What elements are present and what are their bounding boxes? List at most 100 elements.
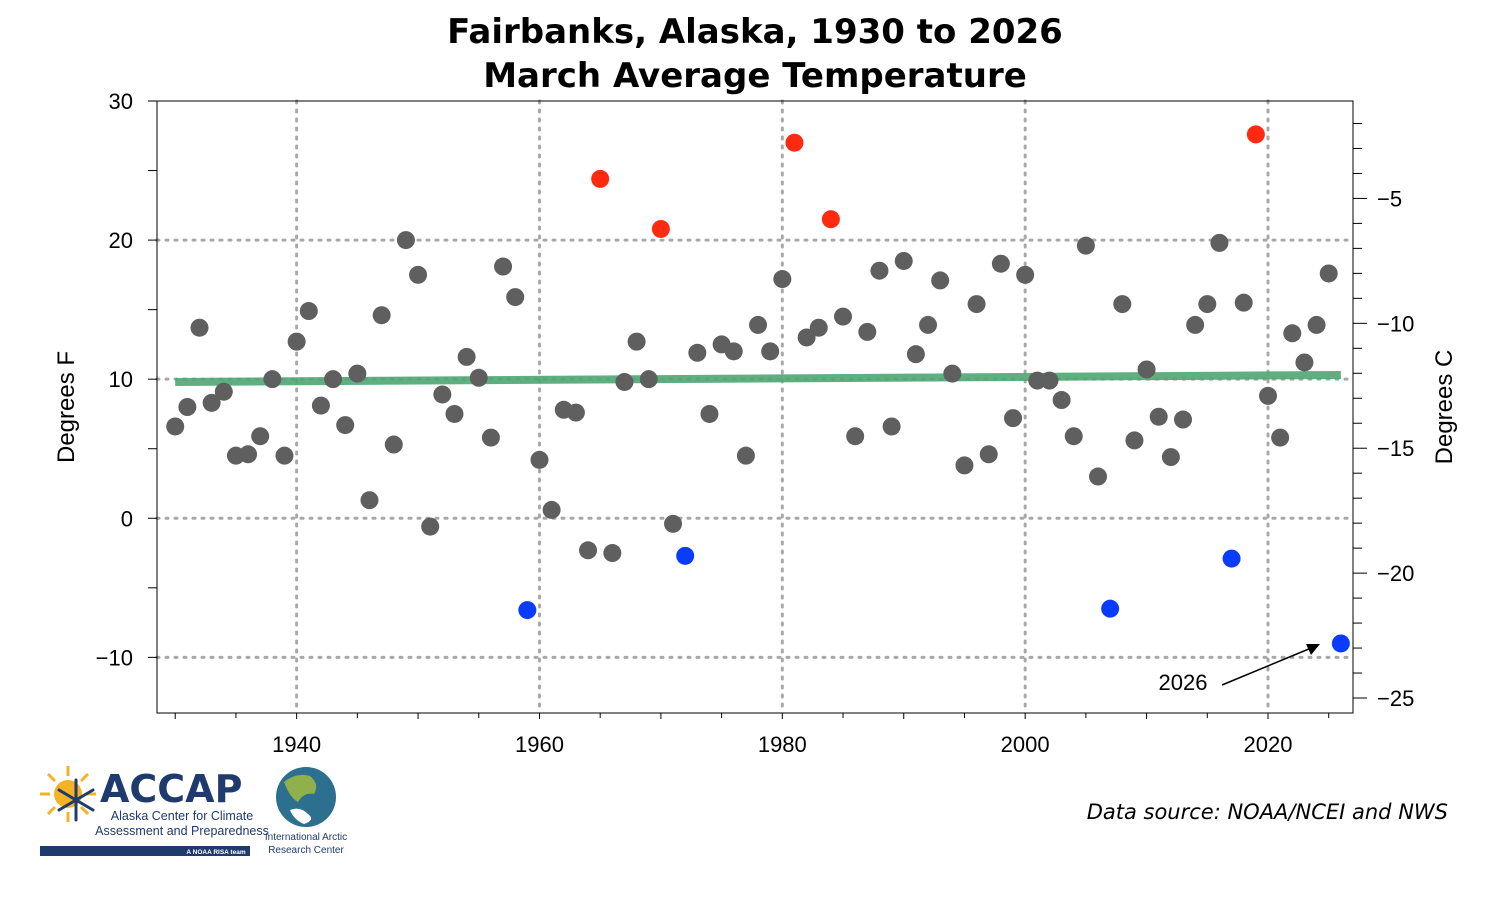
data-point-1972 bbox=[676, 546, 695, 565]
data-point-2016 bbox=[1210, 233, 1229, 252]
accap-tag: A NOAA RISA team bbox=[186, 849, 245, 856]
data-point-2017 bbox=[1222, 549, 1241, 568]
data-point-1973 bbox=[688, 343, 707, 362]
data-point-1968 bbox=[627, 332, 646, 351]
data-point-1997 bbox=[979, 445, 998, 464]
x-tick-label: 1940 bbox=[272, 732, 321, 757]
data-point-1980 bbox=[773, 270, 792, 289]
data-point-1933 bbox=[202, 393, 221, 412]
data-point-1960 bbox=[530, 450, 549, 469]
data-point-1986 bbox=[846, 427, 865, 446]
data-point-1946 bbox=[360, 491, 379, 510]
y2-tick-label: −10 bbox=[1377, 311, 1414, 336]
data-point-1976 bbox=[724, 342, 743, 361]
data-point-1999 bbox=[1004, 409, 1023, 428]
data-point-1990 bbox=[894, 251, 913, 270]
data-point-1950 bbox=[409, 265, 428, 284]
data-point-1955 bbox=[469, 368, 488, 387]
data-point-1956 bbox=[481, 428, 500, 447]
data-point-2015 bbox=[1198, 295, 1217, 314]
data-point-1958 bbox=[506, 288, 525, 307]
data-point-1938 bbox=[263, 370, 282, 389]
data-point-1954 bbox=[457, 347, 476, 366]
y-tick-label: 0 bbox=[121, 506, 133, 531]
y2-tick-label: −20 bbox=[1377, 561, 1414, 586]
y2-axis-label: Degrees C bbox=[1431, 350, 1458, 465]
data-point-1964 bbox=[579, 541, 598, 560]
accap-logo: ACCAP Alaska Center for Climate Assessme… bbox=[40, 766, 347, 856]
data-point-1995 bbox=[955, 456, 974, 475]
data-point-2004 bbox=[1064, 427, 1083, 446]
data-point-1961 bbox=[542, 500, 561, 519]
data-point-1953 bbox=[445, 404, 464, 423]
data-point-1945 bbox=[348, 364, 367, 383]
data-point-1957 bbox=[494, 257, 513, 276]
data-point-1985 bbox=[834, 307, 853, 326]
data-point-2018 bbox=[1234, 293, 1253, 312]
data-point-2011 bbox=[1149, 407, 1168, 426]
iarc-line-2: Research Center bbox=[268, 845, 344, 856]
data-point-1970 bbox=[651, 219, 670, 238]
data-point-1998 bbox=[991, 254, 1010, 273]
x-tick-label: 1960 bbox=[515, 732, 564, 757]
data-point-1942 bbox=[311, 396, 330, 415]
data-point-1988 bbox=[870, 261, 889, 280]
data-point-2002 bbox=[1040, 371, 1059, 390]
data-point-2021 bbox=[1271, 428, 1290, 447]
data-point-1982 bbox=[797, 328, 816, 347]
data-point-1936 bbox=[239, 445, 258, 464]
data-point-1992 bbox=[919, 315, 938, 334]
data-point-2024 bbox=[1307, 315, 1326, 334]
data-point-1932 bbox=[190, 318, 209, 337]
data-point-1978 bbox=[749, 315, 768, 334]
data-point-1937 bbox=[251, 427, 270, 446]
data-point-1981 bbox=[785, 133, 804, 152]
data-point-1951 bbox=[421, 517, 440, 536]
data-point-2022 bbox=[1283, 324, 1302, 343]
y-axis-label: Degrees F bbox=[53, 351, 80, 463]
data-point-1952 bbox=[433, 385, 452, 404]
data-point-2010 bbox=[1137, 360, 1156, 379]
snowflake-icon bbox=[57, 778, 95, 822]
globe-icon bbox=[276, 767, 336, 827]
y-tick-label: 20 bbox=[109, 228, 133, 253]
y-tick-label: −10 bbox=[96, 645, 133, 670]
accap-line-2: Assessment and Preparedness bbox=[95, 824, 269, 838]
data-point-2007 bbox=[1101, 599, 1120, 618]
x-tick-label: 1980 bbox=[758, 732, 807, 757]
y-tick-label: 30 bbox=[109, 89, 133, 114]
data-point-1966 bbox=[603, 544, 622, 563]
data-point-1996 bbox=[967, 295, 986, 314]
data-point-1993 bbox=[931, 271, 950, 290]
data-point-1989 bbox=[882, 417, 901, 436]
data-point-1949 bbox=[396, 231, 415, 250]
data-point-2020 bbox=[1259, 386, 1278, 405]
data-point-1943 bbox=[324, 370, 343, 389]
data-point-1959 bbox=[518, 601, 537, 620]
data-point-1948 bbox=[384, 435, 403, 454]
data-point-2014 bbox=[1186, 315, 1205, 334]
y2-tick-label: −25 bbox=[1377, 686, 1414, 711]
data-point-2026 bbox=[1331, 634, 1350, 653]
accap-banner bbox=[40, 846, 250, 856]
annotation-2026: 2026 bbox=[1159, 670, 1208, 695]
data-point-2009 bbox=[1125, 431, 1144, 450]
data-point-2023 bbox=[1295, 353, 1314, 372]
data-point-1984 bbox=[821, 210, 840, 229]
data-point-2003 bbox=[1052, 391, 1071, 410]
y2-tick-label: −15 bbox=[1377, 436, 1414, 461]
data-point-1971 bbox=[664, 514, 683, 533]
data-points bbox=[166, 125, 1350, 653]
data-point-1939 bbox=[275, 446, 294, 465]
data-point-2013 bbox=[1174, 410, 1193, 429]
data-point-1963 bbox=[566, 403, 585, 422]
grid-lines bbox=[155, 99, 1355, 715]
data-point-1934 bbox=[214, 382, 233, 401]
data-point-2005 bbox=[1076, 236, 1095, 255]
data-point-1977 bbox=[736, 446, 755, 465]
annotation-arrow-head bbox=[1306, 644, 1320, 655]
data-point-1941 bbox=[299, 302, 318, 321]
chart-title: Fairbanks, Alaska, 1930 to 2026 bbox=[447, 12, 1063, 52]
data-point-2006 bbox=[1089, 467, 1108, 486]
